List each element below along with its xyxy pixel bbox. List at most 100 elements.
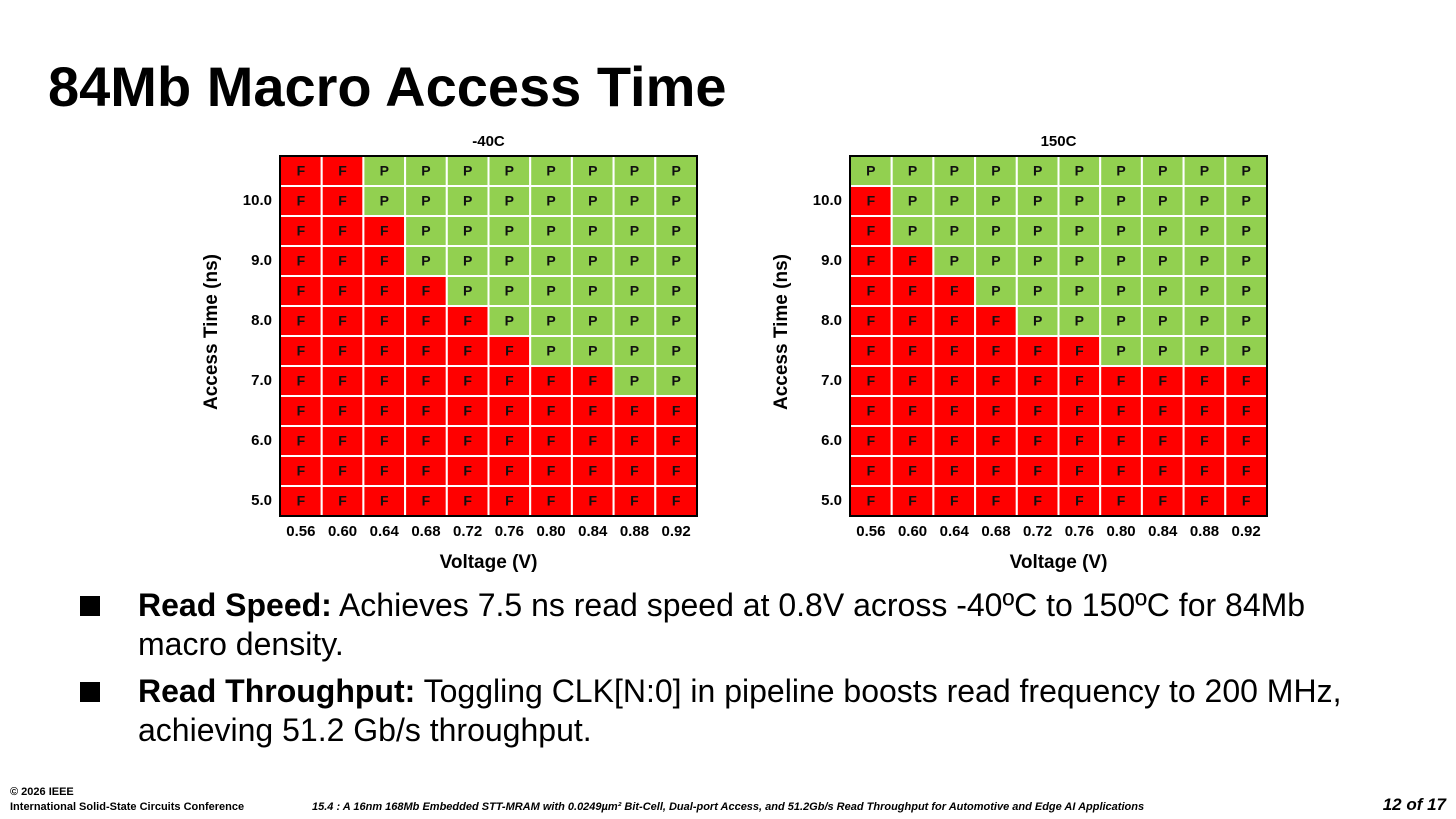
cell-label: F — [297, 313, 306, 329]
cell-label: F — [992, 463, 1001, 479]
cell-label: P — [1116, 223, 1125, 239]
cell-label: F — [463, 313, 472, 329]
cell-label: F — [908, 403, 917, 419]
cell-label: F — [547, 433, 556, 449]
x-axis-label: Voltage (V) — [1010, 552, 1108, 573]
cell-label: P — [546, 223, 555, 239]
cell-label: P — [866, 163, 875, 179]
cell-label: P — [505, 193, 514, 209]
cell-label: P — [546, 193, 555, 209]
x-tick-label: 0.84 — [1148, 523, 1178, 540]
cell-label: P — [463, 193, 472, 209]
cell-label: F — [338, 313, 347, 329]
cell — [1224, 335, 1269, 367]
cell — [932, 185, 977, 217]
cell-label: F — [380, 283, 389, 299]
cell-label: P — [1116, 253, 1125, 269]
cell-label: F — [422, 493, 431, 509]
cell-label: F — [338, 463, 347, 479]
cell-label: P — [380, 193, 389, 209]
cell-label: F — [630, 463, 639, 479]
cell-label: F — [422, 343, 431, 359]
cell-label: F — [505, 403, 514, 419]
cell-label: F — [338, 433, 347, 449]
cell-label: P — [991, 193, 1000, 209]
cell-label: P — [546, 163, 555, 179]
cell-label: P — [1116, 193, 1125, 209]
cell-label: F — [1117, 433, 1126, 449]
bullet-marker — [80, 596, 100, 616]
cell-label: P — [1200, 253, 1209, 269]
y-tick-label: 8.0 — [821, 312, 842, 329]
cell — [849, 215, 893, 247]
cell — [1140, 335, 1185, 367]
x-tick-label: 0.64 — [370, 523, 400, 540]
cell-label: F — [338, 253, 347, 269]
cell-label: F — [1075, 373, 1084, 389]
cell-label: P — [588, 223, 597, 239]
cell-label: F — [338, 163, 347, 179]
cell — [487, 215, 532, 247]
cell-label: P — [1116, 283, 1125, 299]
y-tick-label: 10.0 — [243, 192, 272, 209]
x-tick-label: 0.60 — [328, 523, 357, 540]
cell-label: P — [908, 223, 917, 239]
cell-label: F — [547, 403, 556, 419]
cell-label: F — [1033, 403, 1042, 419]
cell-label: P — [1158, 253, 1167, 269]
cell-label: F — [338, 343, 347, 359]
cell-label: P — [991, 283, 1000, 299]
cell-label: P — [588, 313, 597, 329]
cell-label: P — [1241, 163, 1250, 179]
cell — [849, 185, 893, 217]
cell-label: F — [297, 373, 306, 389]
y-tick-label: 6.0 — [821, 432, 842, 449]
cell — [1015, 425, 1060, 457]
cell — [445, 395, 490, 427]
cell-label: F — [297, 403, 306, 419]
cell-label: F — [588, 433, 597, 449]
cell-label: P — [991, 163, 1000, 179]
cell-label: P — [1241, 253, 1250, 269]
cell-label: F — [380, 313, 389, 329]
cell-label: P — [1241, 343, 1250, 359]
cell-label: F — [867, 223, 876, 239]
cell-label: F — [908, 343, 917, 359]
cell-label: F — [1200, 403, 1209, 419]
cell-label: F — [1075, 493, 1084, 509]
cell-label: P — [1075, 253, 1084, 269]
x-tick-label: 0.88 — [620, 523, 649, 540]
cell-label: P — [1158, 163, 1167, 179]
cell-label: P — [1075, 223, 1084, 239]
cell-label: P — [588, 193, 597, 209]
cell-label: F — [422, 283, 431, 299]
cell — [1224, 395, 1269, 427]
x-tick-label: 0.76 — [495, 523, 524, 540]
cell-label: F — [463, 493, 472, 509]
y-tick-label: 10.0 — [813, 192, 842, 209]
cell-label: F — [1117, 463, 1126, 479]
cell-label: F — [1242, 373, 1251, 389]
cell-label: P — [1158, 283, 1167, 299]
cell-label: F — [1117, 493, 1126, 509]
cell — [362, 425, 407, 457]
cell-label: P — [630, 223, 639, 239]
cell — [1140, 365, 1185, 397]
cell-label: F — [338, 373, 347, 389]
cell-label: P — [671, 283, 680, 299]
cell — [404, 335, 448, 367]
cell — [570, 455, 615, 487]
cell-label: P — [671, 373, 680, 389]
cell-label: P — [588, 283, 597, 299]
cell-label: F — [297, 343, 306, 359]
cell — [1057, 425, 1102, 457]
cell-label: F — [672, 493, 681, 509]
cell — [1140, 215, 1185, 247]
cell-label: P — [1033, 283, 1042, 299]
cell — [570, 305, 615, 337]
cell-label: P — [505, 283, 514, 299]
cell-label: F — [908, 313, 917, 329]
cell — [974, 485, 1018, 517]
cell-label: P — [630, 163, 639, 179]
